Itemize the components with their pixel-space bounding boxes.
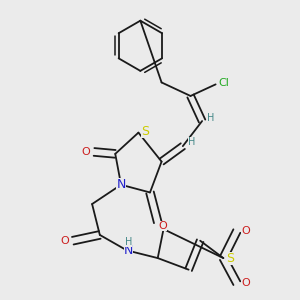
Text: O: O <box>241 226 250 236</box>
Text: N: N <box>124 244 133 257</box>
Text: O: O <box>60 236 69 246</box>
Text: O: O <box>158 221 167 231</box>
Text: S: S <box>141 124 149 138</box>
Text: O: O <box>81 147 90 157</box>
Text: S: S <box>226 252 234 265</box>
Text: H: H <box>207 113 214 123</box>
Text: H: H <box>188 137 195 147</box>
Text: H: H <box>125 237 132 247</box>
Text: N: N <box>116 178 126 191</box>
Text: Cl: Cl <box>218 78 229 88</box>
Text: O: O <box>241 278 250 288</box>
